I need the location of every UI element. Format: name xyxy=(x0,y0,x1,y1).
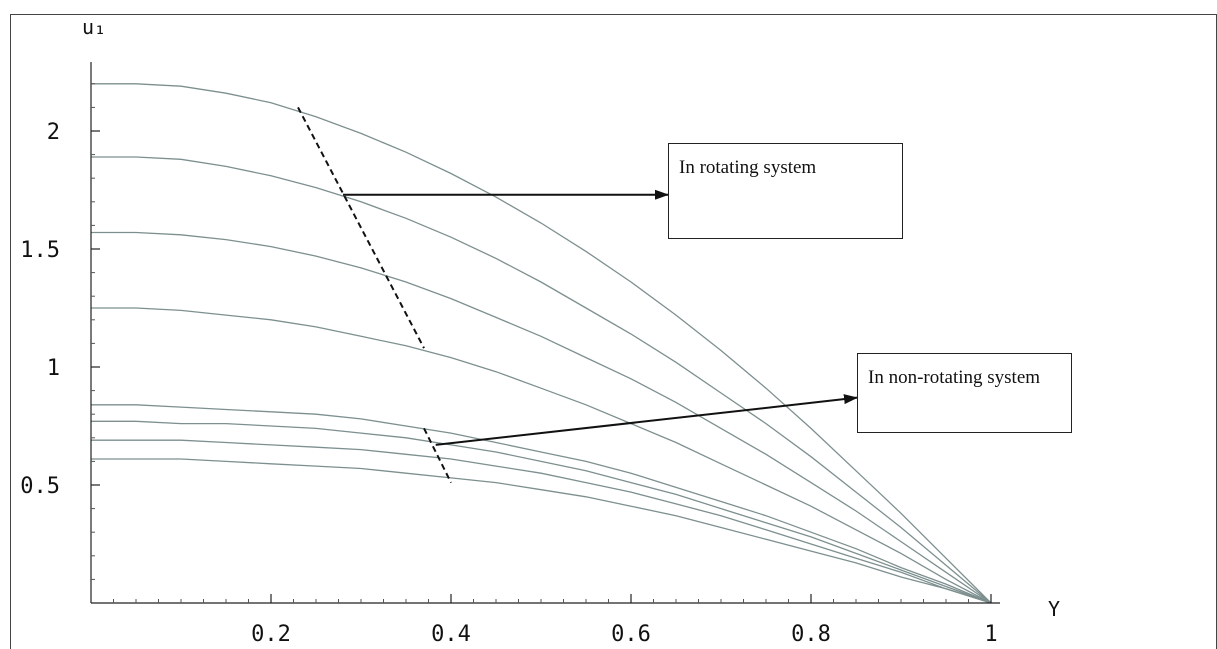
series-line-rotating xyxy=(91,307,992,604)
series-line-rotating xyxy=(91,156,992,604)
series-line-rotating xyxy=(91,83,992,604)
series-line-non-rotating xyxy=(91,404,992,604)
y-tick-label: 1 xyxy=(47,356,60,381)
ticks-group: 0.2 0.4 0.6 0.8 1 0.5 1 1.5 2 xyxy=(20,83,998,647)
curves-group xyxy=(91,83,992,604)
y-axis-label: u₁ xyxy=(82,15,106,39)
x-axis-label: Y xyxy=(1048,597,1060,621)
y-tick-label: 2 xyxy=(47,120,60,145)
x-tick-label: 0.4 xyxy=(431,622,471,647)
series-line-non-rotating xyxy=(91,420,992,604)
x-tick-label: 0.2 xyxy=(251,622,291,647)
x-tick-label: 0.8 xyxy=(791,622,831,647)
axes-group xyxy=(90,62,1000,604)
series-line-non-rotating xyxy=(91,439,992,604)
dashed-marker-non-rotating xyxy=(423,427,452,484)
annotation-non-rotating: In non-rotating system xyxy=(857,353,1072,433)
series-line-rotating xyxy=(91,231,992,604)
y-tick-label: 1.5 xyxy=(20,238,60,263)
x-tick-label: 0.6 xyxy=(611,622,651,647)
dashed-marker-rotating xyxy=(297,106,425,349)
annotation-marks xyxy=(297,106,858,484)
arrow-non-rotating xyxy=(435,394,858,446)
series-line-non-rotating xyxy=(91,458,992,604)
x-tick-label: 1 xyxy=(984,622,997,647)
annotation-rotating: In rotating system xyxy=(668,143,903,239)
y-tick-label: 0.5 xyxy=(20,474,60,499)
